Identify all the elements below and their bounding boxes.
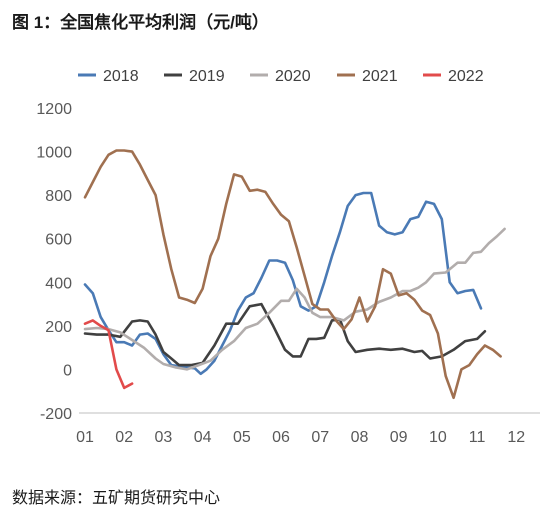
x-tick-label: 07	[311, 429, 329, 446]
x-tick-label: 06	[272, 429, 290, 446]
figure-title-text: 全国焦化平均利润（元/吨）	[60, 13, 269, 32]
y-tick-label: 1200	[36, 101, 72, 118]
legend-item-2021: 2021	[337, 68, 398, 85]
legend-label: 2022	[448, 68, 484, 85]
legend-label: 2021	[362, 68, 398, 85]
x-tick-label: 11	[469, 429, 486, 446]
x-tick-label: 04	[194, 429, 212, 446]
y-axis: -200 0 200 400 600 800 1000 1200	[36, 101, 72, 423]
legend-item-2019: 2019	[164, 68, 225, 85]
x-tick-label: 01	[76, 429, 94, 446]
series-line-2022	[83, 319, 134, 390]
y-tick-label: 600	[45, 232, 72, 249]
figure-title: 图 1：全国焦化平均利润（元/吨）	[12, 8, 269, 33]
x-tick-label: 05	[233, 429, 251, 446]
legend-label: 2019	[189, 68, 225, 85]
series-line-2019	[83, 302, 487, 367]
y-tick-label: 0	[63, 362, 72, 379]
y-tick-label: 200	[45, 319, 72, 336]
figure-source: 数据来源：五矿期货研究中心	[12, 490, 221, 507]
legend-item-2020: 2020	[250, 68, 311, 85]
series-line-2021	[83, 149, 502, 400]
x-tick-label: 12	[507, 429, 525, 446]
series-line-2018	[83, 191, 483, 376]
legend-item-2022: 2022	[423, 68, 484, 85]
y-tick-label: 400	[45, 275, 72, 292]
legend-label: 2020	[275, 68, 311, 85]
x-tick-label: 10	[429, 429, 447, 446]
x-tick-label: 02	[115, 429, 133, 446]
legend-label: 2018	[103, 68, 139, 85]
figure-label: 图 1：	[12, 13, 61, 32]
y-tick-label: -200	[40, 406, 72, 423]
series-line-2020	[83, 227, 506, 371]
chart-series	[83, 149, 506, 400]
y-tick-label: 1000	[36, 145, 72, 162]
x-tick-label: 08	[351, 429, 369, 446]
x-tick-label: 03	[155, 429, 173, 446]
legend-item-2018: 2018	[78, 68, 139, 85]
chart-legend: 2018 2019 2020 2021 2022	[78, 68, 484, 85]
x-tick-label: 09	[390, 429, 408, 446]
y-tick-label: 800	[45, 188, 72, 205]
x-axis: 01 02 03 04 05 06 07 08 09 10 11 12	[76, 412, 540, 446]
